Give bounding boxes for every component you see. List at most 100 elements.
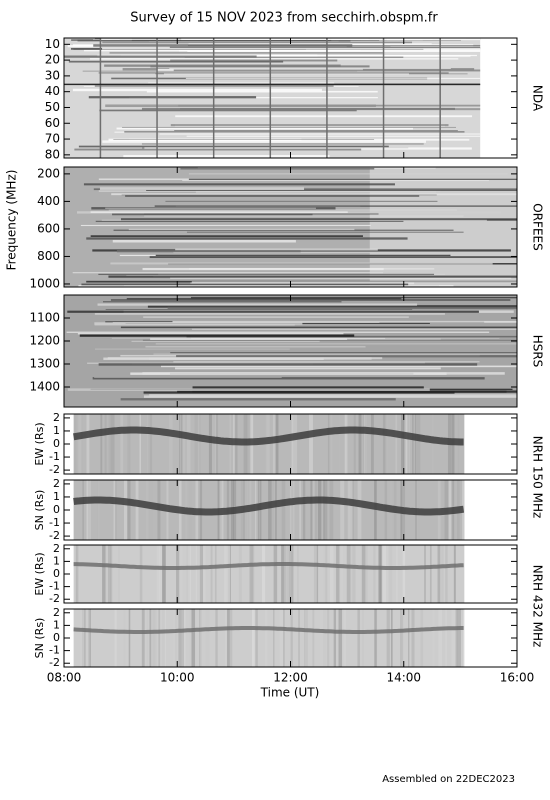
panel-label: ORFEES [531, 203, 545, 250]
spectrogram-column [146, 609, 149, 667]
spectrogram-column [147, 414, 150, 474]
spectrogram-column [329, 414, 333, 474]
spectrogram-stripe [190, 296, 517, 299]
y-tick-label: 1 [53, 618, 60, 631]
spectrogram-stripe [165, 200, 438, 202]
spectrogram-column [336, 545, 339, 603]
spectrogram-column [373, 545, 376, 603]
spectrogram-stripe [143, 391, 455, 394]
spectrogram-column [345, 414, 347, 474]
spectrogram-column [293, 414, 298, 474]
spectrogram-stripe [111, 193, 517, 196]
spectrogram-column [158, 609, 160, 667]
spectrogram-stripe [167, 338, 441, 340]
y-tick-label: 600 [37, 221, 60, 235]
spectrogram-column [141, 609, 145, 667]
spectrogram-stripe [149, 394, 517, 397]
spectrogram-column [273, 545, 278, 603]
spectrogram-column [186, 545, 191, 603]
spectrogram-column [155, 609, 157, 667]
y-tick-label: 10 [45, 37, 60, 51]
spectrogram-column [87, 480, 91, 540]
panel-y-title: SN (Rs) [33, 618, 46, 659]
spectrogram-column [382, 38, 385, 158]
spectrogram-stripe [102, 140, 426, 143]
y-tick-label: -1 [49, 580, 60, 593]
spectrogram-column [89, 609, 91, 667]
spectrogram-column [104, 545, 108, 603]
x-tick-label: 10:00 [160, 671, 195, 685]
y-tick-label: 1 [53, 424, 60, 437]
spectrogram-stripe [125, 195, 420, 197]
spectrogram-column [188, 545, 191, 603]
spectrogram-stripe [93, 188, 517, 191]
spectrogram-stripe [94, 377, 282, 378]
y-tick-label: 0 [53, 631, 60, 644]
spectrogram [73, 480, 465, 540]
spectrogram-column [353, 414, 356, 474]
spectrogram-column [110, 545, 113, 603]
spectrogram-column [284, 545, 289, 603]
spectrogram-column [99, 38, 102, 158]
spectrogram-column [83, 609, 86, 667]
y-tick-label: 80 [45, 147, 60, 161]
spectrogram-stripe [154, 205, 517, 207]
spectrogram-stripe [195, 190, 436, 193]
spectrogram-stripe [79, 334, 355, 337]
spectrogram-column [299, 480, 301, 540]
spectrogram-stripe [112, 239, 296, 243]
spectrogram-stripe [149, 256, 518, 259]
y-tick-label: 2 [53, 477, 60, 490]
y-tick-label: 2 [53, 606, 60, 619]
spectrogram-column [292, 480, 295, 540]
spectrogram-column [288, 545, 292, 603]
spectrogram-column [281, 480, 286, 540]
x-tick-label: 08:00 [47, 671, 82, 685]
spectrogram-stripe [95, 220, 404, 222]
spectrogram-column [416, 414, 421, 474]
spectrogram-column [156, 545, 161, 603]
y-tick-label: 1100 [29, 310, 60, 324]
spectrogram-column [389, 545, 393, 603]
spectrogram-stripe [155, 343, 517, 345]
spectrogram-column [348, 545, 352, 603]
spectrogram-column [363, 414, 367, 474]
spectrogram-stripe [145, 346, 366, 348]
spectrogram-column [396, 545, 398, 603]
y-tick-label: 0 [53, 503, 60, 516]
spectrogram-column [123, 480, 128, 540]
spectrogram-column [375, 609, 378, 667]
spectrogram-column [97, 480, 100, 540]
spectrogram-stripe [146, 90, 378, 93]
spectrogram-column [139, 545, 143, 603]
spectrogram-stripe [99, 187, 305, 190]
y-tick-label: 1 [53, 490, 60, 503]
spectrogram-column [285, 545, 289, 603]
spectrogram-stripe [146, 189, 517, 191]
spectrogram-stripe [176, 355, 517, 358]
spectrogram-column [208, 414, 212, 474]
spectrogram-stripe [169, 372, 414, 376]
spectrogram-column [226, 609, 230, 667]
spectrogram-stripe [163, 72, 410, 75]
spectrogram-column [276, 480, 278, 540]
spectrogram-stripe [66, 331, 490, 333]
spectrogram-column [316, 545, 319, 603]
spectrogram-column [102, 545, 106, 603]
spectrogram-stripe [105, 309, 413, 310]
spectrogram-background [73, 609, 465, 667]
spectrogram-stripe [167, 306, 518, 310]
spectrogram-column [361, 545, 366, 603]
spectrogram-stripe [186, 135, 481, 137]
spectrogram-column [457, 609, 461, 667]
spectrogram-column [437, 545, 441, 603]
y-tick-label: -2 [49, 592, 60, 605]
spectrogram-stripe [102, 41, 413, 44]
spectrogram-stripe [175, 367, 441, 370]
spectrogram-column [198, 414, 201, 474]
spectrogram-column [380, 545, 383, 603]
spectrogram-column [275, 414, 279, 474]
spectrogram-column [405, 414, 410, 474]
spectrogram-column [412, 414, 414, 474]
x-tick-label: 16:00 [500, 671, 535, 685]
